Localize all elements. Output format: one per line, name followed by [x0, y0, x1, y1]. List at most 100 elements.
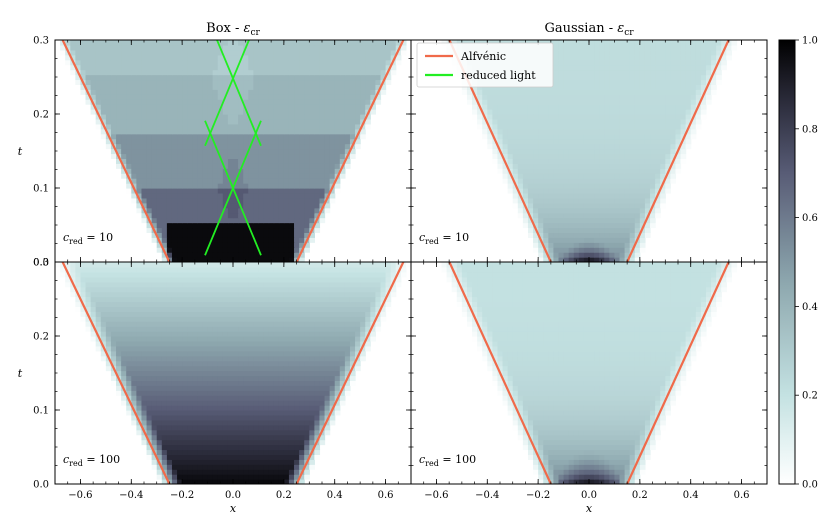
heat-cell — [680, 109, 687, 115]
heat-cell — [309, 419, 315, 426]
heat-cell — [543, 109, 549, 115]
heat-cell — [288, 183, 295, 189]
heat-cell — [726, 40, 732, 46]
heat-cell — [131, 197, 137, 204]
heat-cell — [299, 158, 305, 164]
heat-cell — [283, 148, 290, 155]
heat-cell — [594, 222, 600, 229]
heat-cell — [121, 84, 127, 90]
heat-cell — [578, 74, 585, 81]
heat-cell — [288, 410, 295, 416]
heat-cell — [594, 138, 600, 145]
heat-cell — [329, 84, 336, 90]
heat-cell — [639, 222, 646, 229]
heat-cell — [227, 183, 234, 189]
heat-cell — [680, 128, 687, 135]
heat-cell — [238, 444, 244, 451]
heat-cell — [329, 188, 336, 194]
heat-cell — [207, 479, 214, 484]
heat-cell — [522, 212, 529, 219]
heat-cell — [589, 84, 595, 90]
heat-cell — [233, 197, 239, 204]
heat-cell — [171, 414, 178, 421]
heat-cell — [599, 74, 605, 81]
heat-cell — [344, 79, 351, 85]
heat-cell — [304, 114, 310, 120]
heat-cell — [548, 192, 554, 199]
heat-cell — [187, 429, 193, 436]
heat-cell — [105, 109, 112, 115]
heat-cell — [85, 79, 92, 85]
heat-cell — [166, 69, 173, 76]
heat-cell — [375, 40, 382, 46]
heat-cell — [334, 390, 341, 396]
heat-cell — [136, 168, 143, 174]
heat-cell — [639, 84, 646, 90]
heat-cell — [705, 49, 712, 56]
heat-cell — [151, 89, 158, 95]
heat-cell — [716, 69, 722, 76]
heat-cell — [324, 207, 331, 214]
heat-cell — [502, 128, 509, 135]
heat-cell — [156, 207, 163, 214]
heat-cell — [248, 454, 254, 460]
heat-cell — [299, 464, 305, 470]
heat-cell — [248, 237, 254, 243]
heat-cell — [563, 188, 570, 194]
heat-cell — [548, 138, 554, 145]
heat-cell — [319, 424, 326, 431]
heat-cell — [609, 192, 616, 199]
heat-cell — [563, 232, 570, 238]
heat-cell — [248, 109, 254, 115]
heat-cell — [599, 104, 605, 110]
heat-cell — [70, 49, 76, 56]
heat-cell — [568, 227, 575, 233]
heat-cell — [568, 202, 575, 209]
heat-cell — [222, 99, 229, 105]
heat-cell — [695, 109, 702, 115]
heat-cell — [502, 173, 509, 179]
heat-cell — [177, 163, 183, 169]
heat-cell — [90, 74, 97, 81]
heat-cell — [273, 449, 280, 455]
heat-cell — [329, 49, 336, 56]
heat-cell — [151, 237, 158, 243]
heat-cell — [594, 109, 600, 115]
heat-cell — [202, 410, 209, 416]
heat-cell — [288, 99, 295, 105]
heat-cell — [161, 138, 168, 145]
heat-cell — [187, 217, 193, 224]
heat-cell — [634, 153, 641, 159]
heat-cell — [90, 69, 97, 76]
heat-cell — [553, 237, 560, 243]
heat-cell — [507, 114, 514, 120]
heat-cell — [578, 104, 585, 110]
heat-cell — [197, 222, 204, 229]
heat-cell — [212, 469, 219, 475]
heat-cell — [299, 128, 305, 135]
heat-cell — [360, 89, 366, 95]
heat-cell — [182, 114, 188, 120]
heat-cell — [177, 153, 183, 159]
heat-cell — [288, 405, 295, 411]
heat-cell — [227, 143, 234, 150]
heat-cell — [197, 94, 204, 100]
heat-cell — [334, 163, 341, 169]
heat-cell — [543, 138, 549, 145]
heat-cell — [589, 148, 595, 155]
heat-cell — [563, 138, 570, 145]
heat-cell — [583, 163, 590, 169]
heat-cell — [253, 252, 260, 258]
heat-cell — [360, 79, 366, 85]
heat-cell — [660, 202, 666, 209]
heat-cell — [273, 59, 280, 66]
heat-cell — [349, 84, 356, 90]
heat-cell — [151, 178, 158, 184]
heat-cell — [146, 84, 153, 90]
heat-cell — [131, 380, 137, 386]
heat-cell — [110, 44, 117, 51]
heat-cell — [278, 444, 285, 451]
heat-cell — [95, 104, 102, 110]
heat-cell — [304, 99, 310, 105]
heat-cell — [578, 99, 585, 105]
